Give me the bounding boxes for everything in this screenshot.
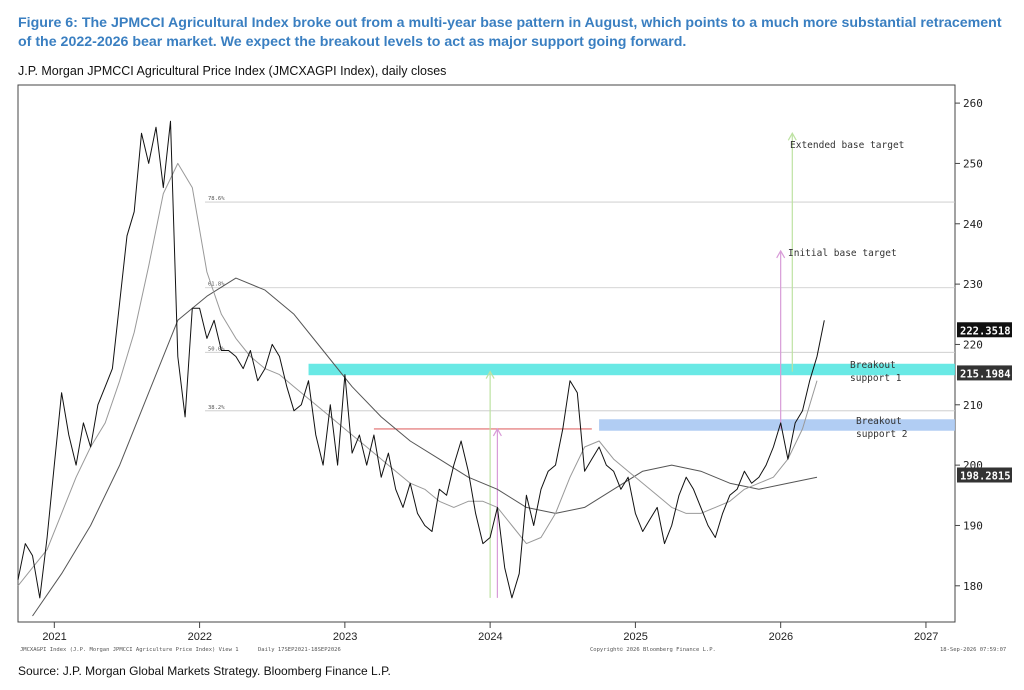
footer-left: JMCXAGPI Index (J.P. Morgan JPMCCI Agric… — [20, 647, 239, 653]
fib-level-label: 50.0% — [208, 346, 225, 352]
support-1-value: 215.1984 — [960, 368, 1011, 380]
x-tick-label: 2024 — [478, 631, 502, 643]
figure-subtitle: J.P. Morgan JPMCCI Agricultural Price In… — [18, 64, 447, 78]
sma-long-line — [32, 277, 818, 617]
footer-right: 18-Sep-2026 07:59:07 — [940, 647, 1006, 653]
y-tick-label: 210 — [963, 399, 983, 412]
x-tick-label: 2027 — [914, 631, 938, 643]
fib-level-label: 38.2% — [208, 405, 225, 411]
price-line — [17, 120, 825, 599]
support-2-label-line2: support 2 — [856, 429, 907, 440]
breakout-support-2-zone — [599, 419, 955, 431]
y-tick-label: 180 — [963, 580, 983, 593]
support-1-label-line1: Breakout — [850, 360, 896, 371]
fib-level-label: 61.8% — [208, 282, 225, 288]
support-1-value-box — [957, 365, 1012, 381]
extended-target-label: Extended base target — [790, 140, 904, 151]
footer-copyright: Copyright© 2026 Bloomberg Finance L.P. — [590, 647, 716, 653]
initial-target-arrow-head — [776, 249, 786, 259]
fib-level-label: 78.6% — [208, 196, 225, 202]
y-tick-label: 190 — [963, 519, 983, 532]
y-tick-label: 220 — [963, 338, 983, 351]
footer-mid: Daily 17SEP2021-18SEP2026 — [258, 647, 341, 653]
x-tick-label: 2023 — [333, 631, 357, 643]
y-tick-label: 260 — [963, 97, 983, 110]
x-tick-label: 2021 — [42, 631, 66, 643]
support-2-label-line1: Breakout — [856, 416, 902, 427]
x-tick-label: 2025 — [623, 631, 647, 643]
plot-area: 61.8% 50.0% 38.2% 78.6% Extended base target… — [17, 84, 1012, 653]
plot-frame — [17, 84, 956, 623]
sma-short-line — [17, 162, 818, 587]
sma-last-value-box — [957, 467, 1012, 483]
y-tick-label: 250 — [963, 157, 983, 170]
x-tick-label: 2026 — [769, 631, 793, 643]
initial-target-label: Initial base target — [788, 248, 897, 259]
source-note: Source: J.P. Morgan Global Markets Strat… — [18, 664, 391, 678]
measured-move-green-head — [485, 370, 495, 379]
y-tick-label: 240 — [963, 218, 983, 231]
y-tick-label: 230 — [963, 278, 983, 291]
measured-move-pink-head — [492, 427, 502, 437]
last-price-value: 222.3518 — [960, 325, 1011, 337]
x-tick-label: 2022 — [188, 631, 212, 643]
sma-last-value: 198.2815 — [960, 471, 1011, 483]
figure-title: Figure 6: The JPMCCI Agricultural Index … — [18, 15, 1002, 50]
last-price-value-box — [957, 322, 1012, 338]
support-1-label-line2: support 1 — [850, 373, 902, 384]
breakout-support-1-zone — [308, 363, 956, 376]
extended-target-arrow-head — [787, 132, 797, 141]
